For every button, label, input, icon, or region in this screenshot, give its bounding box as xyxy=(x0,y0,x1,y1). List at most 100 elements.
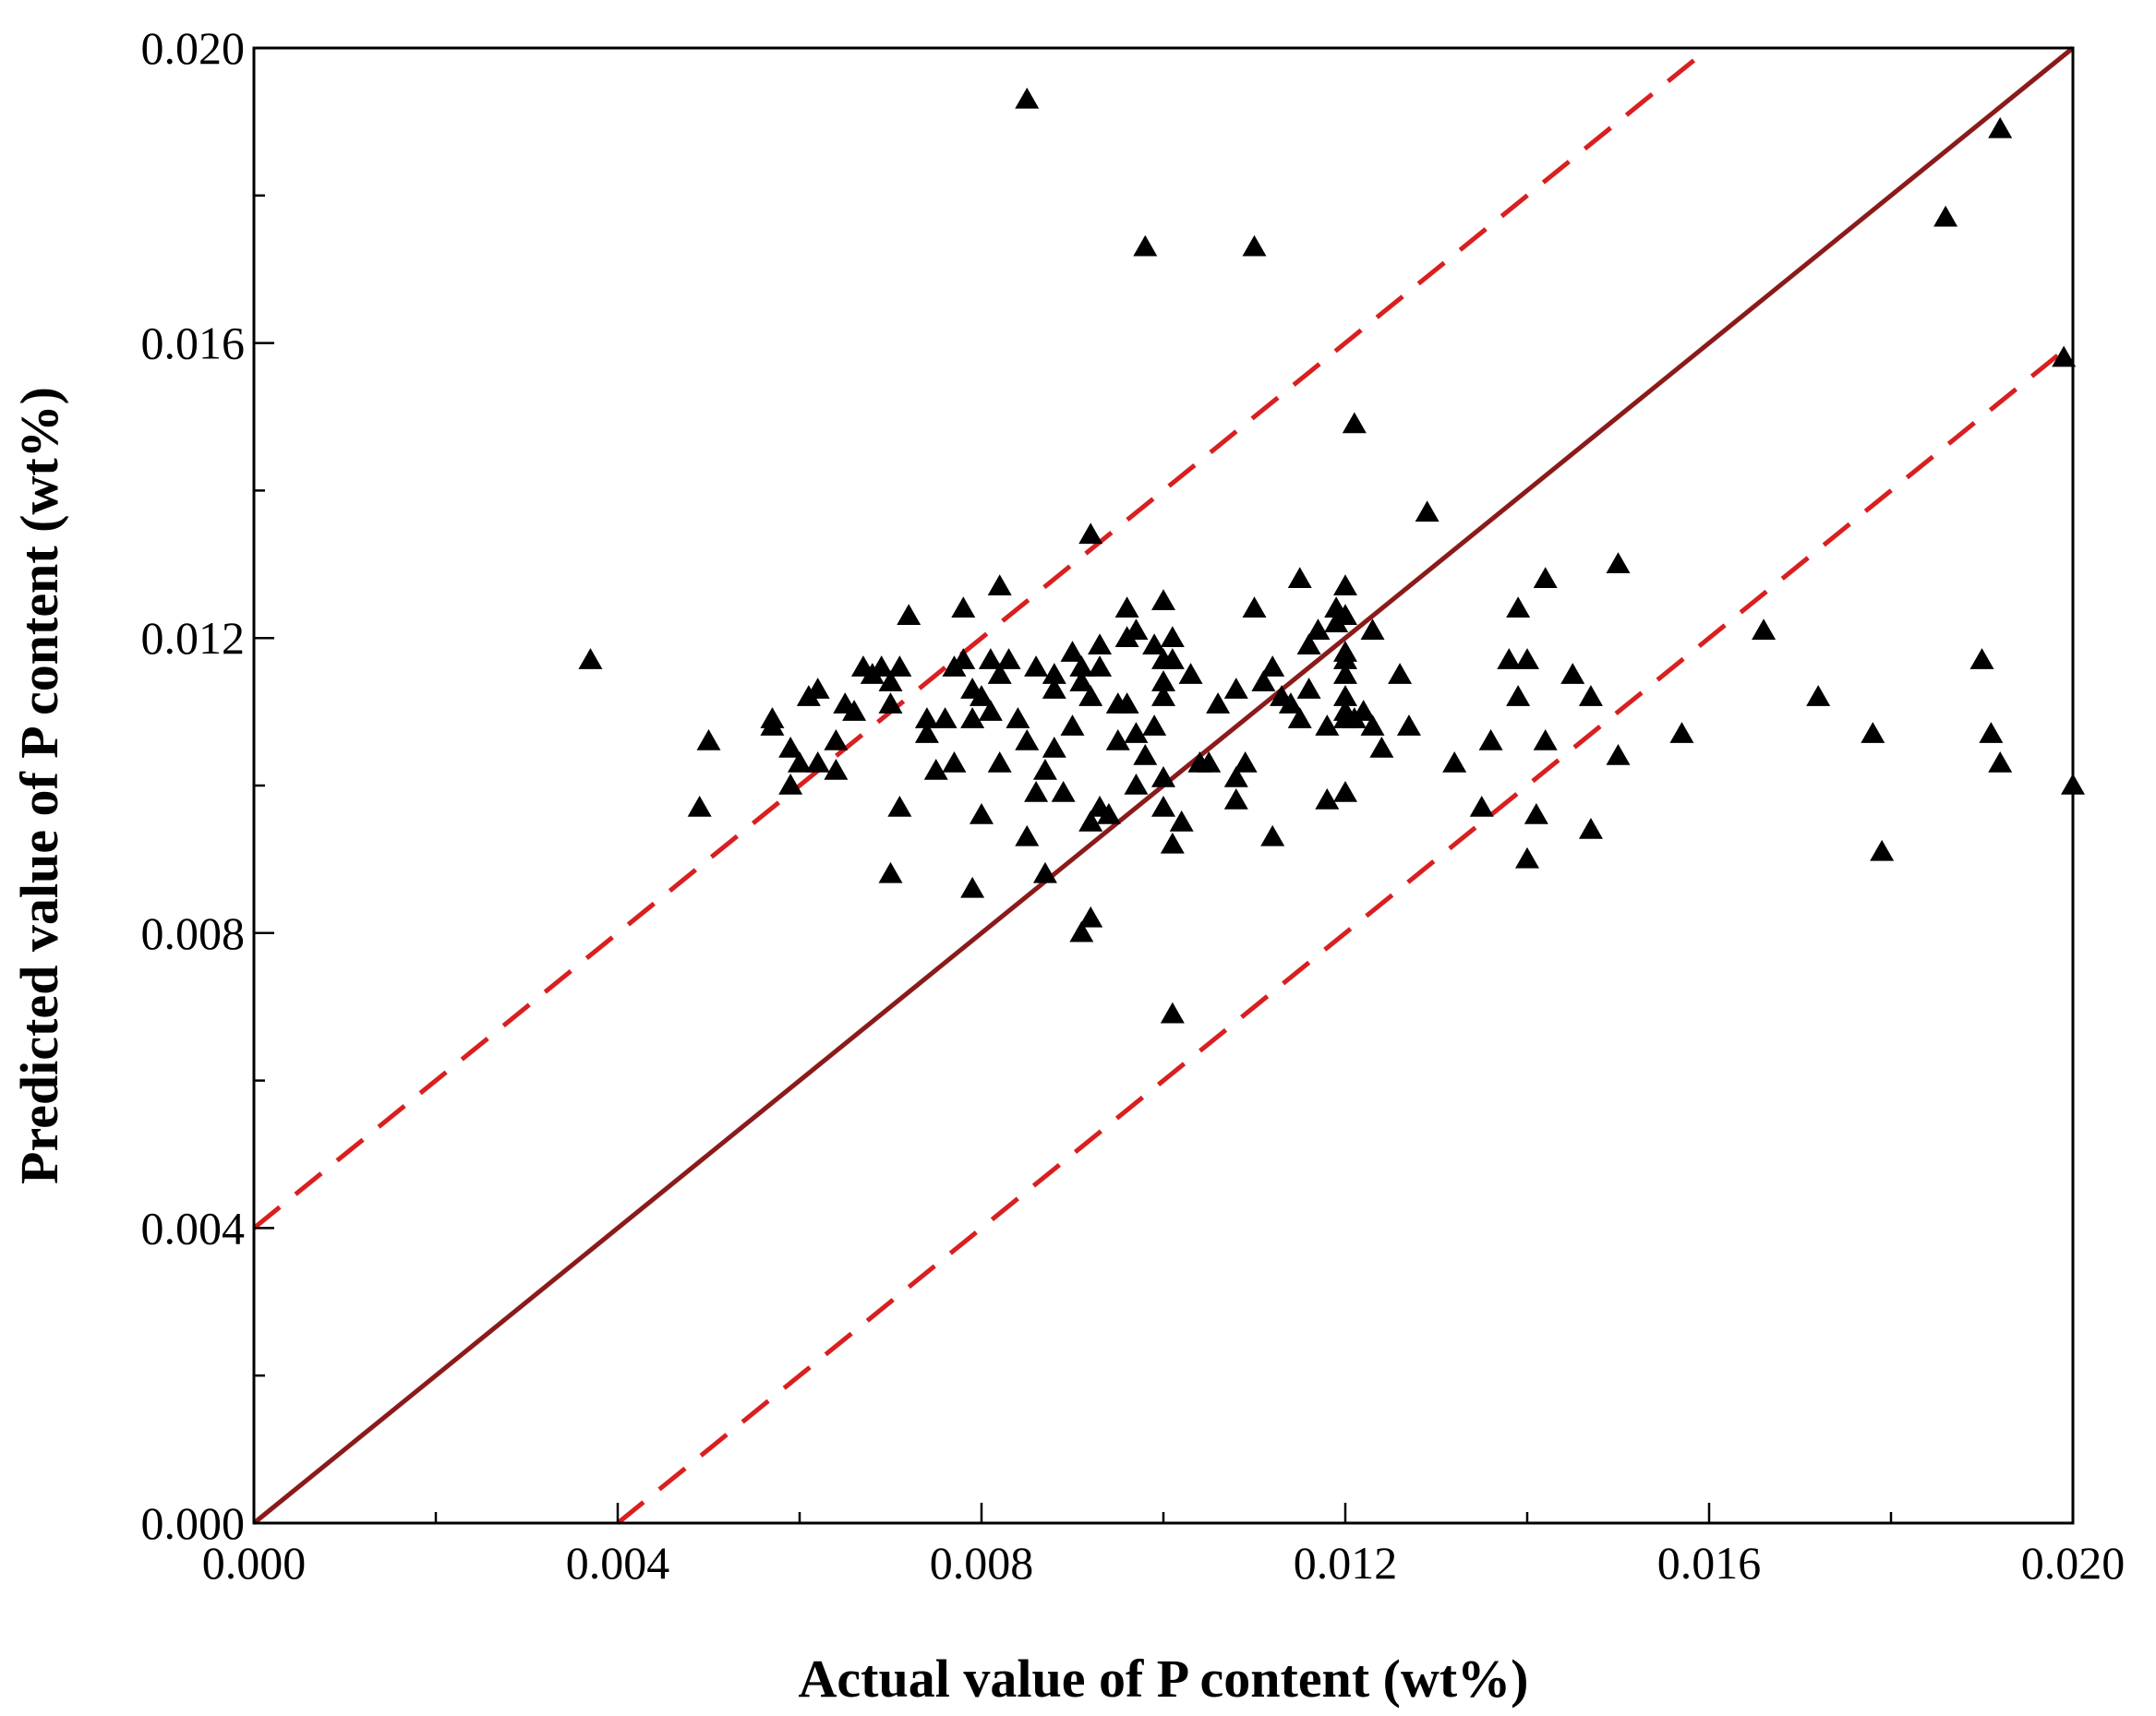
data-point xyxy=(1388,663,1413,684)
data-points xyxy=(578,87,2085,1024)
x-axis-tick-labels: 0.000 0.004 0.008 0.012 0.016 0.020 xyxy=(202,1537,2126,1589)
data-point xyxy=(1078,685,1103,706)
data-point xyxy=(1578,817,1603,839)
data-point xyxy=(1114,692,1139,714)
data-point xyxy=(1160,1002,1185,1024)
data-point xyxy=(1870,839,1895,861)
data-point xyxy=(1478,729,1503,750)
data-point xyxy=(970,685,994,706)
data-point xyxy=(1160,832,1185,854)
data-point xyxy=(1032,759,1057,780)
data-point xyxy=(1333,685,1357,706)
data-point xyxy=(1369,737,1394,758)
data-point xyxy=(1096,802,1121,824)
data-point xyxy=(1151,766,1175,787)
data-point xyxy=(1088,655,1113,677)
data-point xyxy=(914,722,939,743)
data-point xyxy=(1124,618,1149,640)
x-tick-label: 0.000 xyxy=(202,1537,307,1589)
data-point xyxy=(778,737,803,758)
data-point xyxy=(1223,787,1248,810)
data-point xyxy=(1988,116,2013,138)
data-point xyxy=(696,729,721,750)
data-point xyxy=(687,795,712,817)
data-point xyxy=(1669,722,1694,743)
data-point xyxy=(805,678,830,699)
data-point xyxy=(996,648,1021,669)
y-tick-label: 0.012 xyxy=(141,612,246,664)
data-point xyxy=(1506,596,1531,618)
data-point xyxy=(960,876,985,898)
data-point xyxy=(987,751,1012,773)
data-point xyxy=(1069,670,1094,691)
data-point xyxy=(1442,751,1467,773)
data-point xyxy=(933,707,958,728)
data-point xyxy=(1124,722,1149,743)
data-point xyxy=(1524,802,1548,824)
data-point xyxy=(1151,670,1175,691)
data-point xyxy=(1078,522,1103,545)
error-band-line-1 xyxy=(252,46,1711,1230)
data-point xyxy=(923,759,948,780)
data-point xyxy=(1133,744,1158,765)
data-point xyxy=(960,707,985,728)
data-point xyxy=(1396,714,1421,736)
data-point xyxy=(842,700,867,721)
data-point xyxy=(1333,648,1357,669)
data-point xyxy=(1160,626,1185,647)
data-point xyxy=(1360,714,1385,736)
data-point xyxy=(1287,567,1312,589)
data-point xyxy=(1024,780,1049,802)
data-point xyxy=(1933,205,1958,227)
data-point xyxy=(878,692,903,714)
data-point xyxy=(869,655,894,677)
data-point xyxy=(970,802,994,824)
data-point xyxy=(978,648,1003,669)
data-point xyxy=(1296,633,1321,654)
data-point xyxy=(1142,714,1167,736)
data-point xyxy=(1032,861,1057,883)
data-point xyxy=(1278,692,1303,714)
data-point xyxy=(1078,810,1103,832)
data-point xyxy=(1042,737,1066,758)
data-point xyxy=(1069,920,1094,942)
x-tick-label: 0.020 xyxy=(2021,1537,2126,1589)
error-band-line-2 xyxy=(616,341,2075,1525)
data-point xyxy=(2052,345,2077,367)
x-tick-label: 0.008 xyxy=(930,1537,1034,1589)
y-axis-title: Predicted value of P content (wt%) xyxy=(9,387,69,1184)
data-point xyxy=(1333,574,1357,596)
data-point xyxy=(1114,596,1139,618)
x-tick-label: 0.004 xyxy=(566,1537,670,1589)
data-point xyxy=(1306,618,1331,640)
data-point xyxy=(1342,412,1367,434)
y-tick-label: 0.000 xyxy=(141,1497,246,1549)
data-point xyxy=(978,700,1003,721)
data-point xyxy=(1015,729,1040,750)
data-point xyxy=(1069,655,1094,677)
data-point xyxy=(1969,648,1994,669)
data-point xyxy=(942,751,967,773)
data-point xyxy=(878,861,903,883)
data-point xyxy=(1223,766,1248,787)
x-tick-label: 0.012 xyxy=(1294,1537,1398,1589)
y-tick-label: 0.004 xyxy=(141,1202,246,1254)
data-point xyxy=(1806,685,1831,706)
data-point xyxy=(1515,846,1539,869)
data-point xyxy=(1024,655,1049,677)
data-point xyxy=(1333,604,1357,625)
data-point xyxy=(1497,648,1522,669)
data-point xyxy=(788,751,812,773)
data-point xyxy=(1015,87,1040,109)
data-point xyxy=(1197,751,1222,773)
x-axis-title: Actual value of P content (wt%) xyxy=(799,1649,1529,1709)
data-point xyxy=(1223,678,1248,699)
data-point xyxy=(1051,780,1076,802)
data-point xyxy=(1006,707,1030,728)
data-point xyxy=(1151,685,1175,706)
data-point xyxy=(1333,780,1357,802)
data-point xyxy=(1124,774,1149,795)
data-point xyxy=(1296,678,1321,699)
data-point xyxy=(1315,787,1340,810)
data-point xyxy=(987,574,1012,596)
